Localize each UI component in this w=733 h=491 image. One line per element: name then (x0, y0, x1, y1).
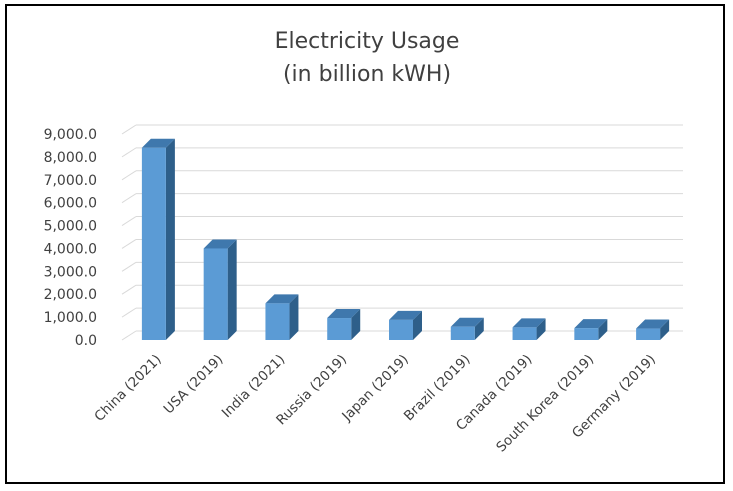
bar-side (227, 239, 237, 340)
bar-front (636, 328, 661, 340)
y-tick-label: 4,000.0 (44, 241, 97, 257)
bar (389, 310, 422, 340)
gridline-side (121, 261, 137, 272)
chart-title-line-1: Electricity Usage (275, 29, 460, 54)
gridline-side (121, 284, 137, 295)
bar-side (660, 319, 670, 340)
bar-side (351, 309, 361, 340)
gridline-side (121, 239, 137, 249)
y-tick-label: 6,000.0 (44, 196, 97, 212)
bar (327, 309, 361, 340)
bar-front (389, 319, 413, 340)
bar (141, 138, 175, 340)
x-category-label: India (2021) (219, 352, 289, 422)
bar-chart: Electricity Usage (in billion kWH) 0.0 1,… (44, 29, 683, 456)
bar (636, 319, 670, 340)
bar-front (141, 147, 166, 340)
y-tick-label: 8,000.0 (44, 150, 97, 166)
x-category-label: USA (2019) (161, 352, 227, 418)
bar-side (165, 138, 175, 340)
gridline-side (121, 307, 137, 318)
bar-front (265, 303, 290, 340)
bar (203, 239, 237, 340)
gridline-side (121, 216, 137, 226)
y-tick-label: 5,000.0 (44, 219, 97, 235)
bars (141, 138, 670, 340)
bar (450, 317, 484, 340)
x-category-label: China (2021) (91, 352, 164, 425)
bar-side (598, 319, 608, 340)
bar-top (512, 318, 546, 328)
y-tick-label: 9,000.0 (44, 127, 97, 143)
bar-top (265, 294, 299, 304)
bar-top (450, 317, 484, 327)
bar-top (141, 138, 175, 148)
gridline-side (121, 193, 137, 204)
bar-front (203, 248, 228, 340)
gridline-side (121, 124, 137, 135)
chart-title-line-2: (in billion kWH) (283, 62, 451, 87)
gridline-side (121, 330, 137, 341)
bar (574, 319, 608, 340)
chart-title: Electricity Usage (in billion kWH) (275, 29, 460, 87)
bar-side (413, 310, 422, 340)
bar-front (574, 328, 599, 340)
bar-side (536, 318, 546, 340)
chart-frame: Electricity Usage (in billion kWH) 0.0 1,… (5, 4, 725, 484)
bar-front (512, 327, 537, 340)
bar-front (450, 326, 475, 340)
gridline-side (121, 147, 137, 158)
bar (512, 318, 546, 340)
y-tick-label: 3,000.0 (44, 264, 97, 280)
y-tick-label: 2,000.0 (44, 287, 97, 303)
x-axis-category-labels: China (2021)USA (2019)India (2021)Russia… (91, 352, 659, 456)
bar-side (289, 294, 299, 340)
y-tick-label: 0.0 (75, 333, 97, 349)
y-tick-label: 1,000.0 (44, 310, 97, 326)
bar-front (327, 318, 352, 340)
bar-top (636, 319, 670, 329)
bar (265, 294, 299, 340)
bar-top (574, 319, 608, 329)
y-tick-label: 7,000.0 (44, 173, 97, 189)
bar-side (474, 317, 484, 340)
y-axis-tick-labels: 0.0 1,000.0 2,000.0 3,000.0 4,000.0 5,000.0 6,… (44, 127, 97, 349)
bar-top (389, 310, 422, 320)
bar-top (327, 309, 361, 319)
bar-top (203, 239, 237, 249)
gridline-side (121, 170, 137, 181)
